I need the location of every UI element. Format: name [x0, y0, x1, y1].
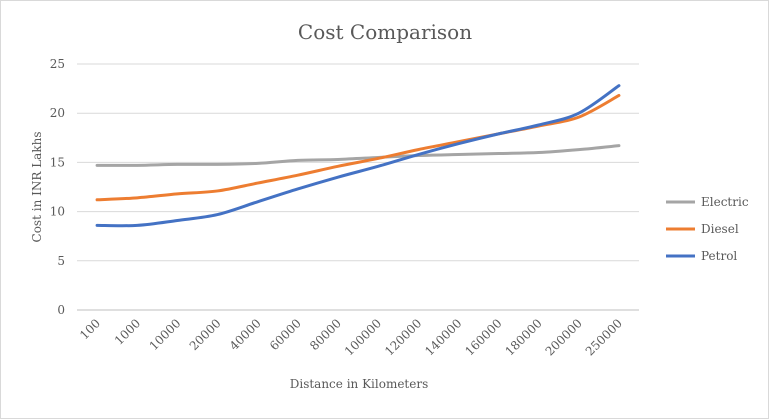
x-tick-label: 80000: [307, 316, 344, 353]
y-tick-label: 0: [57, 303, 65, 317]
x-axis-ticks: 100 1000 10000 20000 40000 60000 8000010000012…: [77, 316, 625, 358]
y-axis-ticks: 0 5 10 15 20 25: [50, 57, 65, 317]
x-tick-label: 180000: [502, 316, 544, 358]
y-tick-label: 10: [50, 205, 65, 219]
y-tick-label: 25: [50, 57, 65, 71]
chart-title: Cost Comparison: [298, 20, 472, 44]
x-tick-label: 250000: [583, 316, 625, 358]
y-tick-label: 20: [50, 106, 65, 120]
grid-lines: [77, 63, 639, 311]
x-axis-label: Distance in Kilometers: [290, 377, 429, 391]
legend-label-petrol: Petrol: [701, 249, 737, 263]
x-tick-label: 40000: [227, 316, 264, 353]
x-tick-label: 140000: [422, 316, 464, 358]
x-tick-label: 10000: [147, 316, 184, 353]
x-tick-label: 200000: [543, 316, 585, 358]
legend: Electric Diesel Petrol: [666, 195, 749, 263]
legend-label-diesel: Diesel: [701, 222, 739, 236]
series-lines: [95, 84, 621, 228]
x-tick-label: 100: [77, 316, 103, 342]
y-tick-label: 5: [57, 254, 65, 268]
legend-label-electric: Electric: [701, 195, 749, 209]
x-tick-label: 20000: [187, 316, 224, 353]
x-tick-label: 160000: [462, 316, 504, 358]
x-tick-label: 1000: [112, 316, 143, 347]
x-tick-label: 100000: [342, 316, 384, 358]
series-line-petrol: [95, 84, 621, 228]
series-line-diesel: [95, 93, 621, 202]
y-axis-label: Cost in INR Lakhs: [30, 132, 44, 243]
x-tick-label: 60000: [267, 316, 304, 353]
series-line-electric: [95, 144, 621, 167]
x-tick-label: 120000: [382, 316, 424, 358]
y-tick-label: 15: [50, 155, 65, 169]
